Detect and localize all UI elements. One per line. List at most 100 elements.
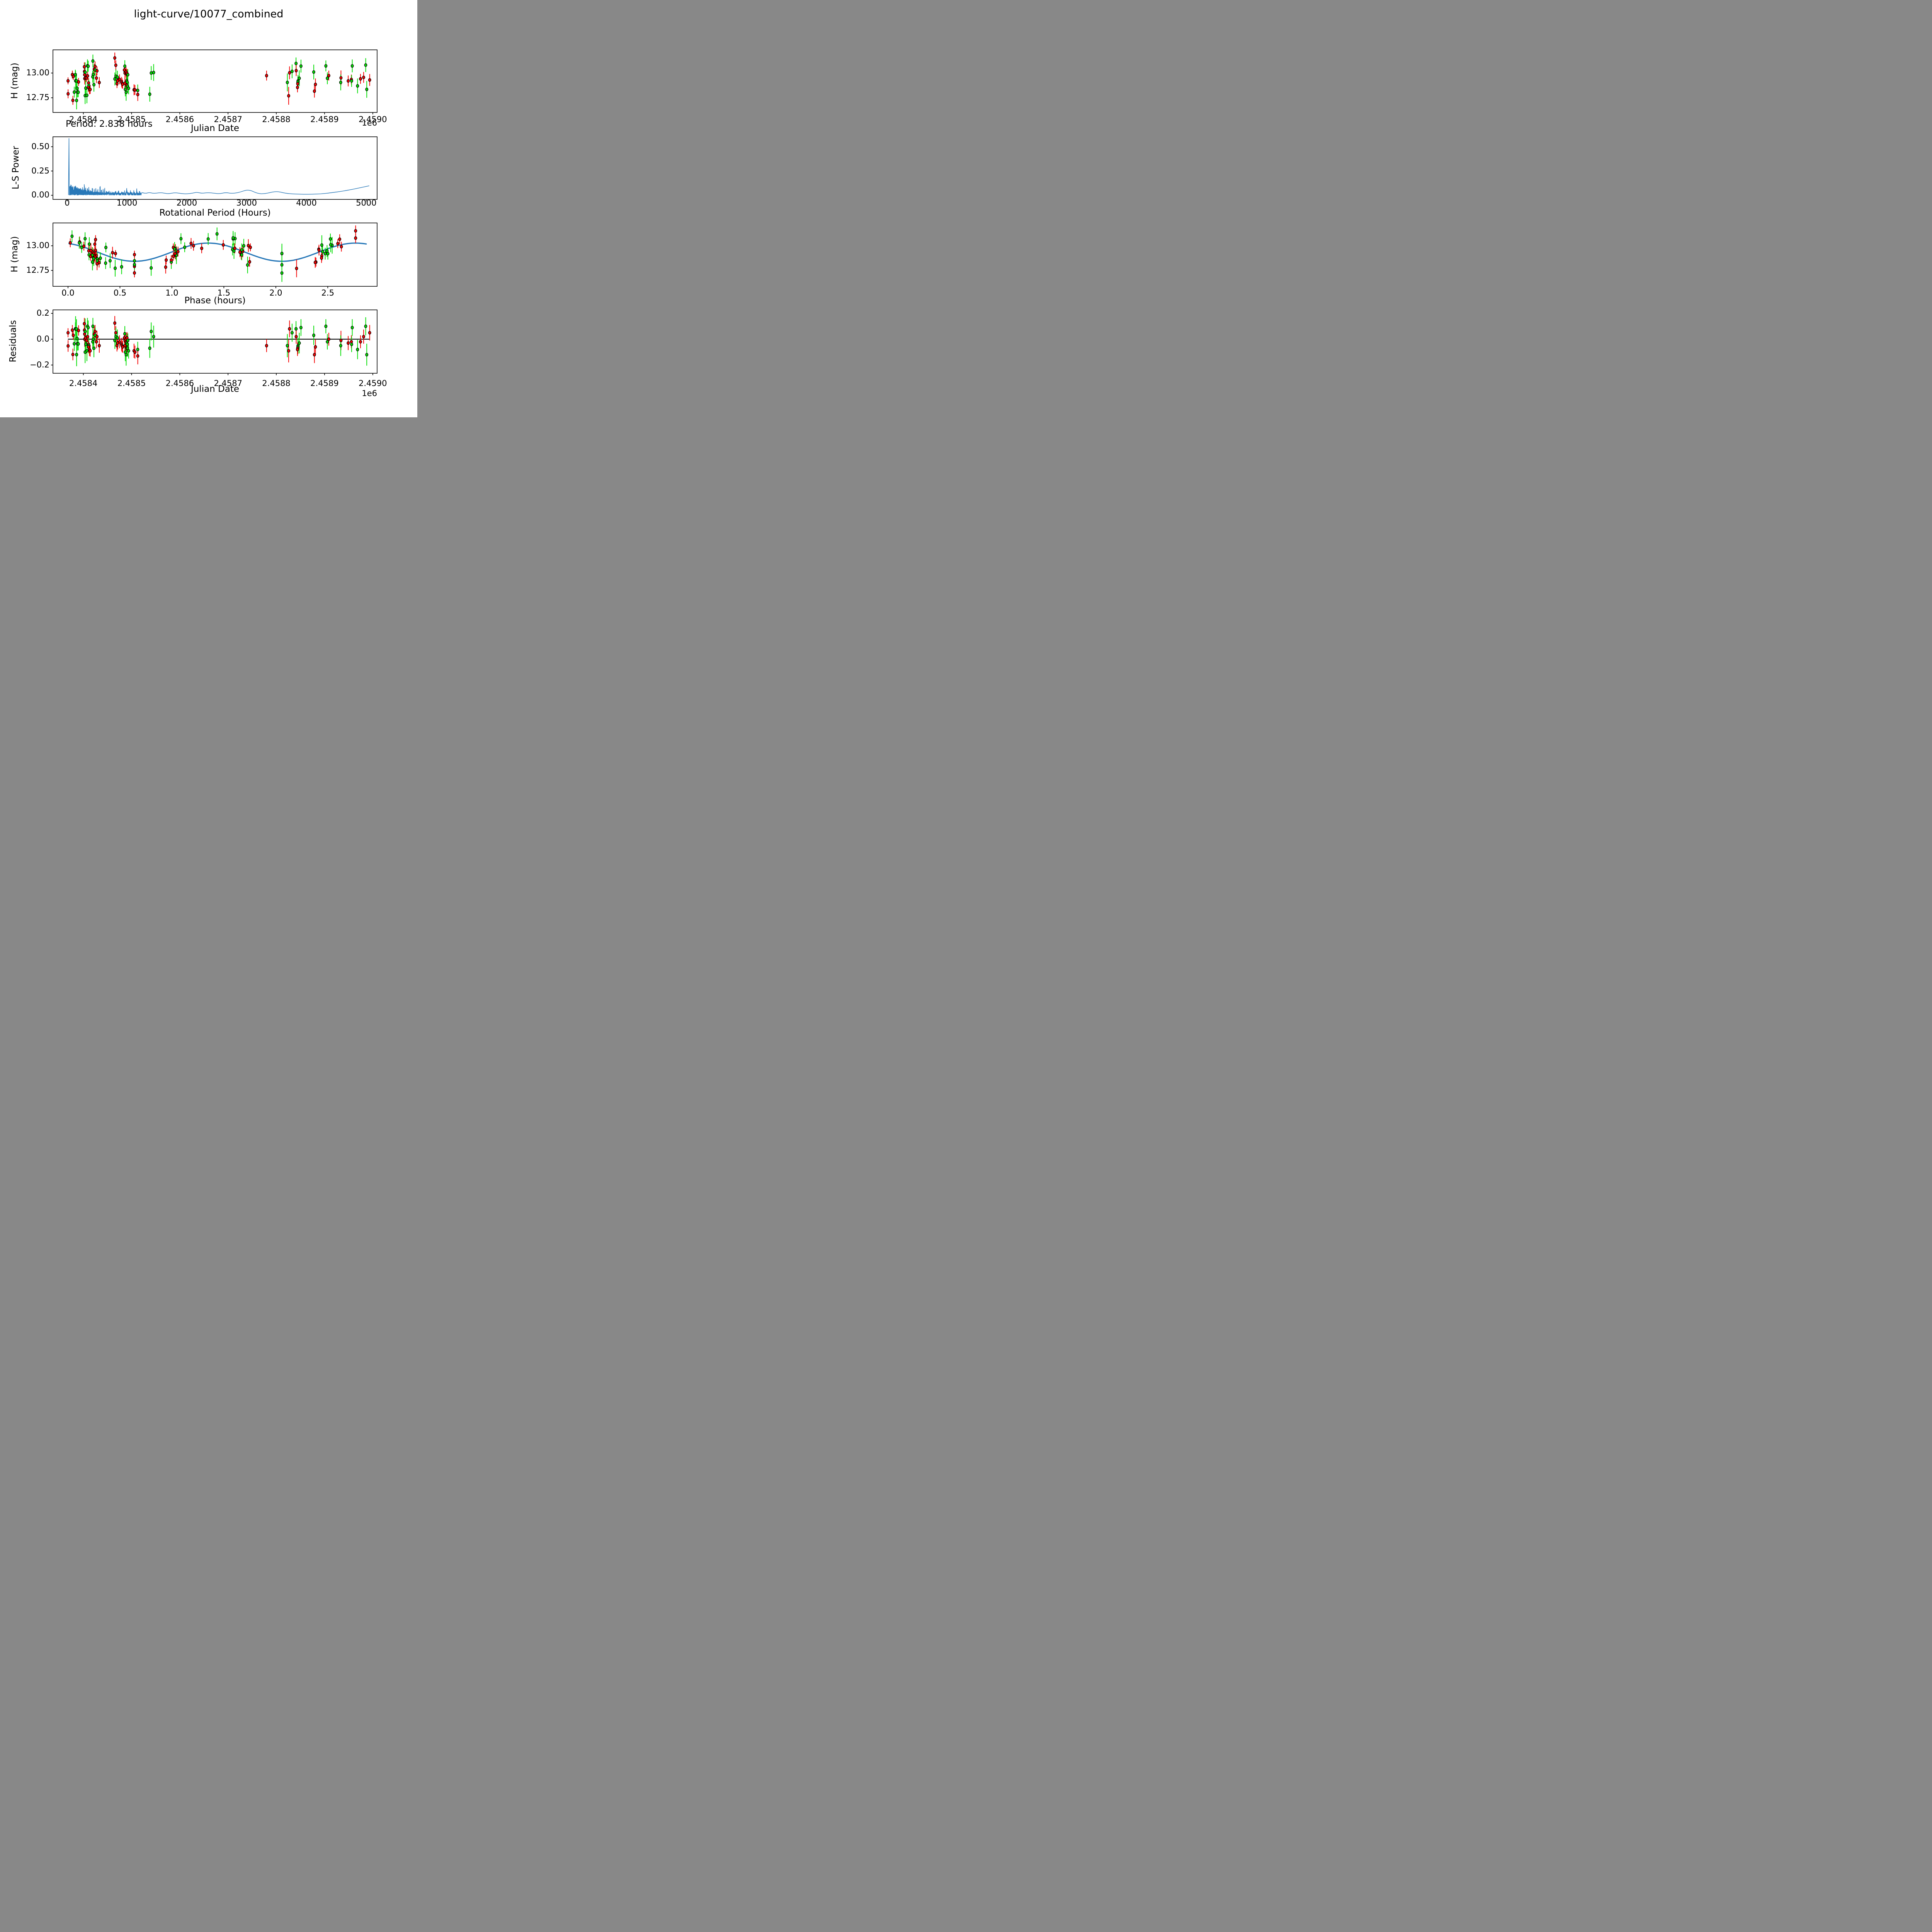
marker-red (95, 340, 98, 344)
marker-green (280, 271, 284, 275)
periodogram-xtick-label: 1000 (116, 198, 138, 207)
marker-green (350, 79, 353, 83)
ax1-xlabel: Julian Date (190, 123, 240, 133)
phase-folded-ytick-label: 12.75 (26, 265, 49, 275)
phase-folded-xtick-label: 2.5 (321, 288, 334, 298)
marker-red (362, 75, 366, 79)
marker-red (359, 340, 362, 344)
ax1-axis-offset: 1e6 (362, 118, 377, 128)
marker-green (127, 86, 130, 90)
marker-green (365, 87, 369, 91)
marker-green (298, 77, 301, 80)
marker-green (83, 330, 87, 333)
marker-green (298, 341, 301, 345)
phase-folded-xtick-label: 1.5 (217, 288, 231, 298)
marker-red (95, 262, 99, 266)
marker-green (324, 64, 328, 68)
marker-red (340, 245, 343, 248)
marker-green (124, 87, 127, 91)
residuals-ytick-label: 0.0 (36, 334, 49, 344)
marker-green (124, 90, 128, 94)
marker-green (240, 253, 243, 257)
ax1-ylabel: H (mag) (10, 63, 20, 99)
marker-red (296, 85, 299, 89)
marker-green (99, 256, 102, 260)
marker-red (339, 338, 343, 342)
jd-lightcurve-xtick-label: 2.4590 (359, 115, 387, 124)
marker-green (325, 249, 329, 253)
marker-red (114, 331, 117, 335)
marker-green (87, 64, 90, 68)
marker-green (126, 342, 129, 346)
marker-red (313, 353, 316, 357)
marker-green (136, 347, 139, 352)
marker-red (172, 254, 175, 258)
marker-red (113, 321, 117, 325)
marker-green (294, 327, 298, 331)
period-annotation: Period: 2.838 hours (66, 119, 153, 129)
marker-red (317, 248, 321, 252)
ax4-ylabel: Residuals (8, 320, 18, 362)
marker-red (86, 335, 89, 338)
jd-lightcurve-xtick-label: 2.4584 (69, 115, 98, 124)
marker-green (326, 340, 329, 344)
marker-red (368, 331, 371, 335)
periodogram-xtick-label: 2000 (176, 198, 197, 207)
marker-green (77, 342, 80, 346)
marker-red (71, 328, 74, 332)
marker-green (286, 80, 289, 84)
marker-green (329, 243, 332, 247)
marker-red (133, 271, 136, 275)
phase-fit-curve (68, 242, 367, 262)
marker-red (200, 247, 203, 250)
marker-green (242, 244, 245, 248)
plot-graphics (51, 49, 378, 375)
marker-red (288, 327, 291, 331)
marker-red (115, 82, 119, 85)
marker-red (347, 341, 350, 345)
marker-green (365, 353, 369, 357)
residuals-xtick-label: 2.4584 (69, 379, 98, 388)
marker-green (126, 73, 129, 77)
marker-green (320, 243, 323, 247)
marker-green (84, 86, 87, 90)
marker-green (312, 333, 315, 337)
marker-red (66, 79, 70, 83)
marker-green (350, 342, 353, 346)
marker-green (356, 347, 359, 352)
marker-red (288, 71, 291, 75)
marker-green (150, 71, 153, 75)
marker-green (113, 77, 117, 81)
marker-red (327, 337, 330, 341)
marker-green (114, 266, 117, 270)
marker-red (368, 78, 371, 82)
marker-green (152, 335, 155, 338)
marker-green (339, 80, 342, 84)
phase-folded-xtick-label: 0.5 (113, 288, 127, 298)
marker-green (92, 346, 95, 350)
marker-green (299, 326, 303, 330)
marker-red (238, 250, 242, 254)
marker-red (265, 74, 268, 78)
marker-green (116, 75, 119, 79)
ax3-ylabel: H (mag) (10, 236, 20, 272)
marker-red (294, 335, 298, 338)
residuals-xtick-label: 2.4589 (310, 379, 339, 388)
residuals-frame (51, 310, 378, 375)
marker-green (179, 237, 183, 241)
periodogram-ytick-label: 0.50 (31, 141, 49, 151)
marker-green (326, 77, 329, 80)
figure-canvas: light-curve/10077_combined H (mag) Julia… (0, 0, 417, 417)
marker-red (83, 65, 86, 69)
marker-green (85, 349, 88, 353)
marker-red (192, 244, 195, 248)
marker-green (78, 241, 81, 245)
marker-red (71, 75, 75, 78)
marker-green (183, 245, 186, 249)
marker-red (354, 236, 357, 240)
marker-green (323, 252, 327, 256)
jd-lightcurve-xtick-label: 2.4589 (310, 115, 339, 124)
marker-red (265, 344, 268, 348)
marker-green (80, 245, 83, 249)
jd-lightcurve-ytick-label: 13.00 (26, 68, 49, 77)
